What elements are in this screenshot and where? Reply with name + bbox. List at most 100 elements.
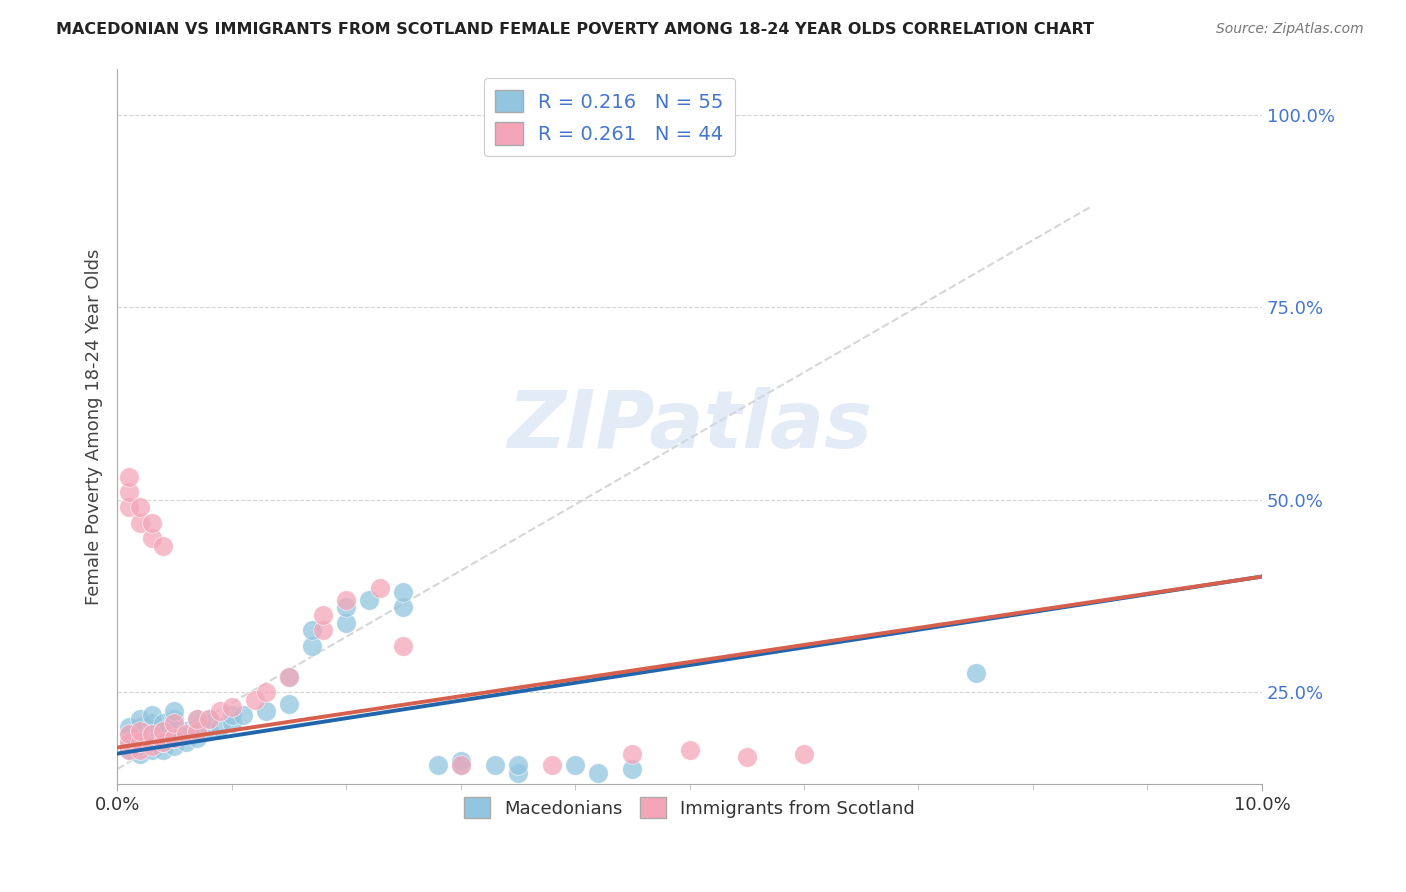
Point bbox=[450, 758, 472, 772]
Point bbox=[141, 735, 163, 749]
Point bbox=[450, 755, 472, 769]
Point bbox=[793, 747, 815, 761]
Point bbox=[186, 731, 208, 746]
Point bbox=[141, 715, 163, 730]
Point bbox=[163, 704, 186, 718]
Point bbox=[174, 727, 197, 741]
Point bbox=[254, 704, 277, 718]
Point bbox=[335, 592, 357, 607]
Point bbox=[221, 708, 243, 723]
Point bbox=[621, 762, 644, 776]
Point bbox=[357, 592, 380, 607]
Point bbox=[129, 743, 152, 757]
Point bbox=[392, 585, 415, 599]
Point bbox=[129, 747, 152, 761]
Point bbox=[277, 670, 299, 684]
Point bbox=[117, 735, 139, 749]
Point bbox=[735, 750, 758, 764]
Point bbox=[141, 708, 163, 723]
Point bbox=[152, 539, 174, 553]
Point bbox=[312, 624, 335, 638]
Point bbox=[301, 624, 323, 638]
Point bbox=[141, 516, 163, 530]
Point bbox=[186, 712, 208, 726]
Point bbox=[129, 500, 152, 515]
Point bbox=[152, 715, 174, 730]
Point bbox=[141, 739, 163, 753]
Point bbox=[117, 743, 139, 757]
Point bbox=[506, 765, 529, 780]
Point bbox=[152, 735, 174, 749]
Point bbox=[186, 723, 208, 738]
Point bbox=[221, 715, 243, 730]
Point bbox=[335, 615, 357, 630]
Point bbox=[141, 743, 163, 757]
Point bbox=[426, 758, 449, 772]
Point bbox=[484, 758, 506, 772]
Point bbox=[209, 704, 232, 718]
Point bbox=[129, 735, 152, 749]
Point bbox=[335, 600, 357, 615]
Point bbox=[965, 665, 987, 680]
Text: Source: ZipAtlas.com: Source: ZipAtlas.com bbox=[1216, 22, 1364, 37]
Point bbox=[141, 531, 163, 545]
Point bbox=[186, 723, 208, 738]
Point bbox=[129, 723, 152, 738]
Point bbox=[506, 758, 529, 772]
Point bbox=[152, 735, 174, 749]
Point bbox=[209, 720, 232, 734]
Point bbox=[129, 712, 152, 726]
Point bbox=[392, 639, 415, 653]
Point bbox=[163, 723, 186, 738]
Point bbox=[152, 727, 174, 741]
Point bbox=[254, 685, 277, 699]
Point bbox=[370, 581, 392, 595]
Point bbox=[174, 723, 197, 738]
Point bbox=[163, 731, 186, 746]
Point bbox=[141, 727, 163, 741]
Point bbox=[117, 743, 139, 757]
Point bbox=[117, 469, 139, 483]
Point bbox=[129, 727, 152, 741]
Point bbox=[450, 758, 472, 772]
Point bbox=[197, 723, 219, 738]
Point bbox=[232, 708, 254, 723]
Point bbox=[392, 600, 415, 615]
Point bbox=[174, 735, 197, 749]
Point bbox=[117, 720, 139, 734]
Point bbox=[541, 758, 564, 772]
Point bbox=[117, 727, 139, 741]
Point bbox=[117, 484, 139, 499]
Point bbox=[129, 735, 152, 749]
Point bbox=[163, 739, 186, 753]
Point bbox=[243, 692, 266, 706]
Point bbox=[141, 723, 163, 738]
Point bbox=[129, 720, 152, 734]
Point bbox=[186, 712, 208, 726]
Text: ZIPatlas: ZIPatlas bbox=[508, 387, 872, 466]
Y-axis label: Female Poverty Among 18-24 Year Olds: Female Poverty Among 18-24 Year Olds bbox=[86, 248, 103, 605]
Point bbox=[564, 758, 586, 772]
Point bbox=[197, 712, 219, 726]
Point bbox=[197, 712, 219, 726]
Point bbox=[277, 670, 299, 684]
Point bbox=[163, 712, 186, 726]
Point bbox=[163, 715, 186, 730]
Point bbox=[141, 727, 163, 741]
Point bbox=[678, 743, 700, 757]
Point bbox=[129, 516, 152, 530]
Point bbox=[277, 697, 299, 711]
Point bbox=[152, 723, 174, 738]
Point bbox=[152, 743, 174, 757]
Point bbox=[117, 735, 139, 749]
Point bbox=[163, 731, 186, 746]
Point bbox=[621, 747, 644, 761]
Point bbox=[117, 500, 139, 515]
Point bbox=[129, 739, 152, 753]
Point bbox=[301, 639, 323, 653]
Point bbox=[312, 608, 335, 623]
Point bbox=[586, 765, 609, 780]
Text: MACEDONIAN VS IMMIGRANTS FROM SCOTLAND FEMALE POVERTY AMONG 18-24 YEAR OLDS CORR: MACEDONIAN VS IMMIGRANTS FROM SCOTLAND F… bbox=[56, 22, 1094, 37]
Legend: Macedonians, Immigrants from Scotland: Macedonians, Immigrants from Scotland bbox=[457, 790, 922, 825]
Point bbox=[152, 723, 174, 738]
